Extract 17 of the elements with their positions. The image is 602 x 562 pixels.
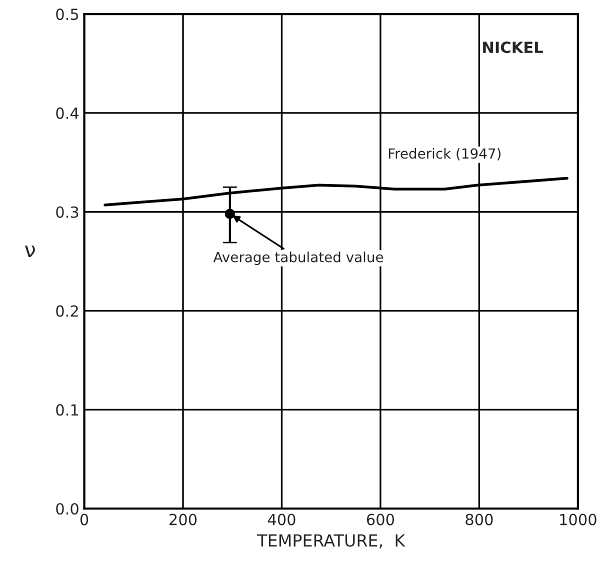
- x-tick-label: 400: [268, 514, 296, 526]
- y-tick-label: 0.3: [56, 206, 78, 218]
- x-tick-label: 0: [80, 514, 88, 526]
- x-tick-label: 800: [466, 514, 493, 526]
- y-tick-label: 0.2: [56, 305, 78, 317]
- series-label: Frederick (1947): [388, 148, 501, 160]
- y-tick-label: 0.5: [56, 8, 78, 20]
- y-tick-label: 0.4: [56, 107, 79, 119]
- y-tick-label: 0.1: [56, 404, 78, 416]
- annotation: Average tabulated value: [213, 252, 384, 266]
- annotation: NICKEL: [483, 42, 543, 54]
- y-axis-title: ν: [25, 246, 35, 257]
- y-tick-label: 0.0: [56, 503, 78, 515]
- x-tick-label: 600: [366, 514, 394, 526]
- x-axis-title: TEMPERATURE, K: [257, 534, 406, 548]
- x-tick-label: 1000: [560, 514, 596, 526]
- x-tick-label: 200: [170, 514, 197, 526]
